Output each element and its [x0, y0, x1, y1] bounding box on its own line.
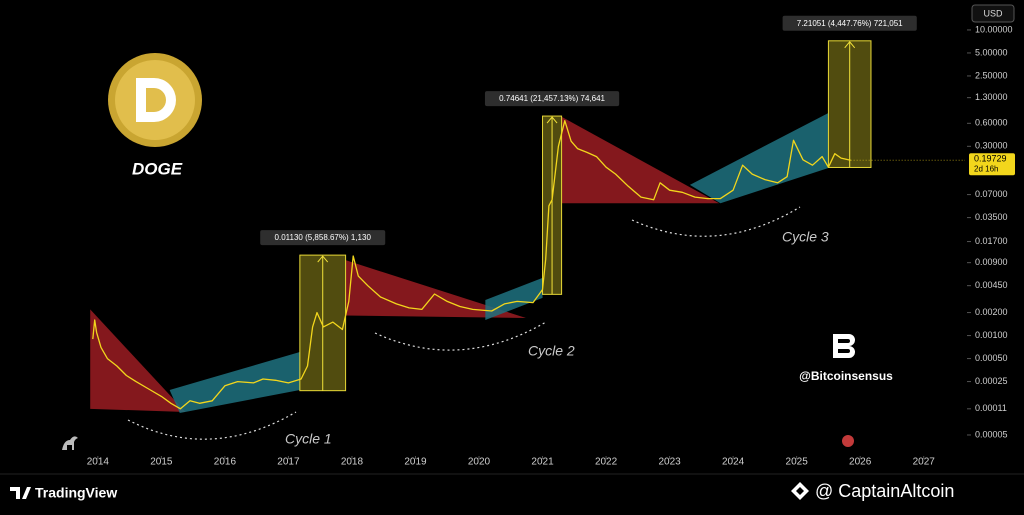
price-tag-value: 0.19729 [974, 154, 1007, 164]
y-tick-label: 1.30000 [975, 92, 1008, 102]
price-tag-box [969, 153, 1015, 176]
doge-logo [108, 53, 202, 147]
x-tick-label: 2017 [277, 457, 300, 468]
source-logo [791, 482, 809, 500]
measure-arrowhead [546, 116, 558, 124]
cycle-arc [374, 321, 547, 351]
zone [485, 277, 543, 320]
measure-label-bg [484, 91, 620, 107]
x-tick-label: 2021 [531, 457, 554, 468]
x-tick-label: 2019 [404, 457, 427, 468]
currency-box[interactable] [971, 4, 1015, 23]
measure-label: 0.01130 (5,858.67%) 1,130 [275, 233, 372, 242]
y-tick-label: 0.30000 [975, 141, 1008, 151]
x-tick-label: 2025 [786, 457, 809, 468]
measure-arrowhead [317, 255, 329, 263]
cycle-arc [631, 206, 801, 237]
y-tick-label: 0.00050 [975, 353, 1008, 363]
tradingview-logo [10, 487, 31, 499]
y-tick-label: 0.00200 [975, 307, 1008, 317]
y-tick-label: 0.00450 [975, 280, 1008, 290]
coin-inner [115, 60, 195, 140]
cycle-label: Cycle 2 [528, 343, 575, 359]
x-tick-label: 2026 [849, 457, 872, 468]
measure-label: 0.74641 (21,457.13%) 74,641 [499, 94, 605, 103]
y-tick-label: 0.00100 [975, 330, 1008, 340]
x-tick-label: 2016 [214, 457, 237, 468]
y-tick-label: 0.01700 [975, 236, 1008, 246]
y-tick-label: 0.00900 [975, 257, 1008, 267]
x-tick-label: 2014 [87, 457, 110, 468]
cycle-label: Cycle 1 [285, 431, 332, 447]
x-tick-label: 2024 [722, 457, 745, 468]
y-tick-label: 5.00000 [975, 47, 1008, 57]
currency[interactable]: USD [983, 8, 1003, 18]
source: @ CaptainAltcoin [815, 481, 954, 501]
y-tick-label: 2.50000 [975, 70, 1008, 80]
series [92, 120, 851, 410]
y-tick-label: 0.00025 [975, 376, 1008, 386]
x-tick-label: 2015 [150, 457, 173, 468]
x-tick-label: 2022 [595, 457, 618, 468]
y-tick-label: 0.07000 [975, 189, 1008, 199]
zone [345, 260, 527, 318]
flag-icon [842, 435, 854, 447]
x-tick-label: 2018 [341, 457, 364, 468]
price-tag-countdown: 2d 16h [974, 164, 998, 173]
axes: 10.00000 5.00000 2.50000 1.30000 0.60000 0.30… [87, 24, 1015, 468]
measure-label-bg [782, 15, 917, 31]
y-tick-label: 0.00005 [975, 429, 1008, 439]
y-tick-label: 10.00000 [975, 24, 1013, 34]
y-tick-label: 0.00011 [975, 403, 1007, 413]
cycle-arc [127, 411, 297, 440]
x-tick-label: 2023 [658, 457, 681, 468]
zone [561, 116, 720, 204]
measures: 0.01130 (5,858.67%) 1,130 0.74641 (21,457… [260, 15, 917, 392]
watermark-logo [833, 334, 855, 358]
platform: TradingView [35, 485, 117, 501]
cycle-label: Cycle 3 [782, 229, 829, 245]
zone [689, 112, 829, 204]
y-tick-label: 0.03500 [975, 212, 1008, 222]
watermark: @Bitcoinsensus [799, 369, 893, 383]
measure-label-bg [260, 230, 386, 246]
x-tick-label: 2020 [468, 457, 491, 468]
zone [90, 309, 186, 412]
price-line [92, 120, 851, 410]
y-tick-label: 0.60000 [975, 118, 1008, 128]
measure-label: 7.21051 (4,447.76%) 721,051 [797, 19, 903, 28]
coin-glyph [136, 78, 176, 122]
dino-icon [62, 436, 78, 450]
measure-arrowhead [844, 41, 856, 49]
x-tick-label: 2027 [913, 457, 936, 468]
ticker: DOGE [132, 159, 183, 178]
